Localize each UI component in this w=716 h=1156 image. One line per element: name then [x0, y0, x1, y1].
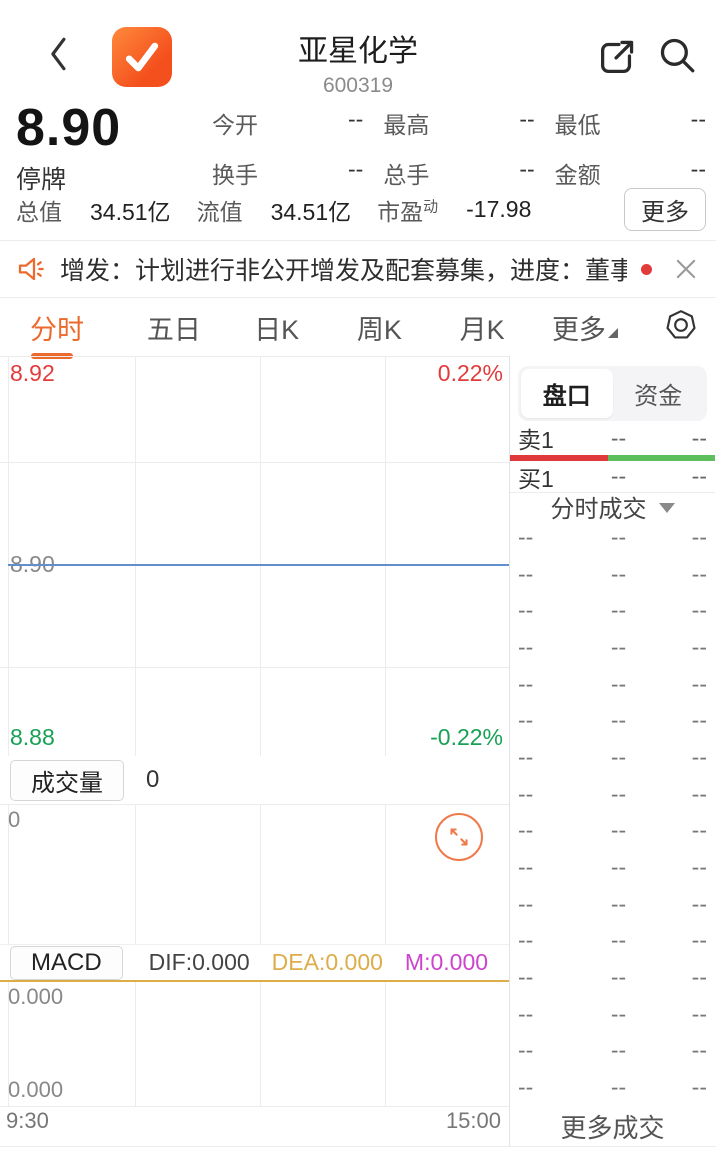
time-start: 9:30 [6, 1108, 49, 1133]
stat-high: 最高 -- [383, 106, 535, 138]
trade-row: -- -- -- [518, 707, 707, 734]
tab-daily-k[interactable]: 日K [254, 314, 300, 345]
more-trades-button[interactable]: 更多成交 [560, 1112, 665, 1143]
fullscreen-chart-button[interactable] [435, 813, 483, 861]
axis-high-price: 8.92 [10, 360, 55, 386]
trade-list: -- -- -- -- -- -- -- -- -- [510, 519, 715, 1106]
sell-1-row: 卖1 -- -- [518, 424, 707, 454]
pe-value: -17.98 [466, 196, 532, 222]
trades-dropdown-label: 分时成交 [550, 495, 647, 523]
trade-row: -- -- -- [518, 854, 707, 881]
time-axis: 9:30 15:00 [0, 1106, 509, 1135]
trade-row: -- -- -- [518, 670, 707, 697]
chart-period-tabbar: 分时 五日 日K 周K 月K 更多 [0, 298, 716, 359]
header: 亚星化学 600319 [0, 0, 716, 100]
volume-value: 0 [146, 766, 160, 793]
main-content: 8.92 0.22% 8.90 8.88 -0.22% 成交量 0 0 [0, 356, 716, 1147]
buy-sell-ratio-bar [510, 455, 715, 461]
axis-low-price: 8.88 [10, 724, 55, 750]
gear-icon [664, 308, 698, 342]
total-cap-label: 总值 [16, 198, 62, 225]
more-stats-button[interactable]: 更多 [624, 188, 706, 231]
back-button[interactable] [44, 32, 74, 76]
buy-ratio-segment [608, 455, 715, 461]
volume-header: 成交量 0 [0, 756, 509, 804]
trade-row: -- -- -- [518, 523, 707, 550]
trade-row: -- -- -- [518, 560, 707, 587]
macd-dea-value: DEA:0.000 [271, 949, 383, 975]
axis-high-percent: 0.22% [437, 360, 503, 386]
expand-arrows-icon [444, 822, 474, 852]
trading-status: 停牌 [16, 166, 67, 194]
cap-stats-row: 总值 34.51亿 流值 34.51亿 市盈动 -17.98 更多 [16, 188, 706, 231]
quote-stats-grid: 今开 -- 最高 -- 最低 -- 换手 -- 总手 -- 金额 -- [212, 106, 706, 190]
tab-fund-flow[interactable]: 资金 [634, 383, 683, 410]
macd-axis-top: 0.000 [8, 984, 64, 1009]
macd-m-value: M:0.000 [404, 949, 489, 975]
macd-indicator-button[interactable]: MACD [10, 945, 123, 980]
float-cap-value: 34.51亿 [270, 198, 352, 225]
trade-row: -- -- -- [518, 597, 707, 624]
trade-row: -- -- -- [518, 1037, 707, 1064]
trade-row: -- -- -- [518, 890, 707, 917]
panel-tab-group: 盘口 资金 [518, 366, 707, 421]
stat-low: 最低 -- [554, 106, 706, 138]
chevron-left-icon [44, 32, 74, 76]
stat-volume: 总手 -- [383, 156, 535, 188]
trade-row: -- -- -- [518, 817, 707, 844]
order-book-panel: 盘口 资金 卖1 -- -- 买1 -- -- 分时成交 [510, 356, 715, 1146]
minute-chart[interactable]: 8.92 0.22% 8.90 8.88 -0.22% [0, 356, 509, 756]
time-end: 15:00 [445, 1108, 501, 1133]
volume-indicator-button[interactable]: 成交量 [10, 759, 124, 801]
trade-row: -- -- -- [518, 633, 707, 660]
announcement-bar[interactable]: 增发：计划进行非公开增发及配套募集，进度：董事... [0, 240, 716, 298]
volume-axis-top: 0 [8, 807, 21, 832]
volume-chart[interactable]: 0 [0, 804, 509, 944]
pe-label: 市盈动 [377, 197, 439, 225]
macd-axis-bottom: 0.000 [8, 1077, 64, 1102]
stat-turnover-rate: 换手 -- [212, 156, 364, 188]
trades-dropdown[interactable]: 分时成交 [510, 493, 715, 523]
sell-ratio-segment [510, 455, 609, 461]
trade-row: -- -- -- [518, 964, 707, 991]
corner-triangle-icon [607, 327, 618, 338]
app-logo-icon[interactable] [112, 27, 172, 87]
buy-1-row: 买1 -- -- [510, 461, 715, 493]
chart-column: 8.92 0.22% 8.90 8.88 -0.22% 成交量 0 0 [0, 356, 510, 1146]
total-cap-value: 34.51亿 [90, 198, 171, 225]
trade-row: -- -- -- [518, 780, 707, 807]
tab-five-day[interactable]: 五日 [146, 314, 201, 345]
tab-monthly-k[interactable]: 月K [459, 314, 505, 345]
chevron-down-icon [658, 502, 675, 513]
close-announcement-button[interactable] [672, 255, 700, 283]
announcement-text: 增发：计划进行非公开增发及配套募集，进度：董事... [60, 257, 627, 285]
trade-row: -- -- -- [518, 1074, 707, 1101]
stat-amount: 金额 -- [554, 156, 706, 188]
macd-chart[interactable]: 0.000 0.000 [0, 982, 509, 1106]
last-price: 8.90 [16, 99, 122, 157]
axis-low-percent: -0.22% [430, 724, 503, 750]
macd-dif-value: DIF:0.000 [148, 949, 250, 975]
trade-row: -- -- -- [518, 927, 707, 954]
trade-row: -- -- -- [518, 1000, 707, 1027]
macd-header: MACD DIF:0.000 DEA:0.000 M:0.000 [0, 944, 509, 980]
price-baseline [8, 564, 509, 566]
search-button[interactable] [656, 34, 698, 76]
tab-more-periods[interactable]: 更多 [534, 308, 637, 347]
float-cap-label: 流值 [196, 198, 243, 225]
tab-order-book[interactable]: 盘口 [521, 369, 613, 418]
share-icon [594, 34, 640, 80]
speaker-icon [16, 253, 48, 285]
trade-row: -- -- -- [518, 743, 707, 770]
tab-minute[interactable]: 分时 [18, 308, 123, 359]
unread-dot [641, 263, 652, 275]
chart-settings-button[interactable] [636, 308, 698, 347]
search-icon [656, 34, 698, 76]
tab-weekly-k[interactable]: 周K [356, 314, 402, 345]
quote-section: 8.90 停牌 今开 -- 最高 -- 最低 -- 换手 -- 总手 -- 金额 -- 总值… [0, 99, 716, 231]
macd-zero-line [0, 980, 509, 982]
share-button[interactable] [594, 34, 640, 80]
stat-open: 今开 -- [212, 106, 364, 138]
